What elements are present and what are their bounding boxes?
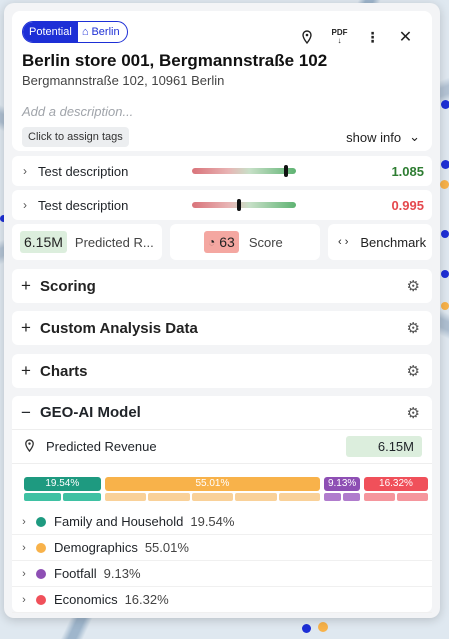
predicted-revenue-row: Predicted Revenue 6.15M bbox=[12, 430, 432, 464]
category-percent: 55.01% bbox=[144, 540, 189, 555]
category-name: Family and Household bbox=[54, 514, 184, 529]
section-scoring[interactable]: + Scoring ⚙ bbox=[12, 269, 432, 303]
category-percent: 16.32% bbox=[124, 592, 169, 607]
chevron-right-icon: › bbox=[22, 541, 26, 554]
description-input[interactable]: Add a description... bbox=[22, 104, 134, 119]
gear-icon[interactable]: ⚙ bbox=[406, 363, 420, 380]
benchmark-button[interactable]: ‹ › Benchmark bbox=[328, 224, 432, 260]
section-title: Custom Analysis Data bbox=[40, 319, 198, 337]
contribution-subsegment bbox=[63, 493, 101, 501]
location-panel: Potential ⌂ Berlin PDF ↓ ⋮ ✕ Berlin store… bbox=[4, 3, 440, 618]
score-value: 63 bbox=[219, 234, 235, 250]
metric-gradient-bar bbox=[192, 165, 296, 177]
assign-tags-button[interactable]: Click to assign tags bbox=[22, 127, 129, 147]
section-title: Charts bbox=[40, 362, 88, 380]
pdf-download-icon[interactable]: PDF ↓ bbox=[331, 28, 348, 45]
metric-row[interactable]: › Test description 1.085 bbox=[12, 156, 432, 186]
metric-row[interactable]: › Test description 0.995 bbox=[12, 190, 432, 220]
contribution-subsegment bbox=[364, 493, 395, 501]
section-custom-analysis[interactable]: + Custom Analysis Data ⚙ bbox=[12, 311, 432, 345]
gear-icon[interactable]: ⚙ bbox=[406, 278, 420, 295]
chevron-right-icon: › bbox=[23, 164, 27, 178]
predicted-value-badge: 6.15M bbox=[20, 231, 67, 253]
category-name: Economics bbox=[54, 592, 118, 607]
pin-icon bbox=[12, 438, 46, 455]
pdf-label: PDF bbox=[331, 28, 348, 37]
metric-marker bbox=[283, 165, 288, 177]
category-name: Footfall bbox=[54, 566, 97, 581]
chevron-right-icon: › bbox=[22, 515, 26, 528]
plus-icon: + bbox=[21, 361, 31, 380]
location-label: Berlin bbox=[91, 26, 120, 38]
gauge-icon: ◔ bbox=[208, 235, 216, 249]
geo-ai-card: − GEO-AI Model ⚙ Predicted Revenue 6.15M… bbox=[12, 396, 432, 613]
category-name: Demographics bbox=[54, 540, 138, 555]
section-charts[interactable]: + Charts ⚙ bbox=[12, 354, 432, 388]
chevron-right-icon: › bbox=[23, 198, 27, 212]
code-brackets-icon: ‹ › bbox=[338, 236, 349, 248]
metric-label: Test description bbox=[38, 163, 129, 179]
category-color-dot bbox=[36, 568, 46, 579]
gear-icon[interactable]: ⚙ bbox=[406, 320, 420, 337]
category-percent: 9.13% bbox=[103, 566, 141, 581]
category-row[interactable]: › Economics 16.32% bbox=[12, 587, 432, 613]
add-pin-icon[interactable] bbox=[290, 25, 323, 49]
plus-icon: + bbox=[21, 276, 31, 295]
predicted-kpi-label: Predicted R... bbox=[74, 234, 154, 250]
category-row[interactable]: › Footfall 9.13% bbox=[12, 561, 432, 587]
predicted-revenue-label: Predicted Revenue bbox=[46, 439, 157, 454]
metric-value: 0.995 bbox=[391, 197, 424, 213]
predicted-revenue-value: 6.15M bbox=[346, 436, 422, 457]
header-card: Potential ⌂ Berlin PDF ↓ ⋮ ✕ Berlin store… bbox=[12, 11, 432, 151]
more-vert-icon[interactable]: ⋮ bbox=[365, 28, 380, 45]
metric-label: Test description bbox=[38, 197, 129, 213]
contribution-segment[interactable]: 55.01% bbox=[104, 477, 321, 491]
category-row[interactable]: › Family and Household 19.54% bbox=[12, 509, 432, 535]
category-color-dot bbox=[36, 542, 46, 553]
metric-value: 1.085 bbox=[391, 163, 424, 179]
chevron-right-icon: › bbox=[22, 567, 26, 580]
status-label: Potential bbox=[23, 22, 78, 42]
score-kpi[interactable]: ◔ 63 Score bbox=[170, 224, 320, 260]
contribution-segment[interactable]: 19.54% bbox=[24, 477, 101, 491]
contribution-segment[interactable]: 9.13% bbox=[324, 477, 361, 491]
section-geo-ai[interactable]: − GEO-AI Model ⚙ bbox=[12, 396, 432, 430]
plus-icon: + bbox=[21, 318, 31, 337]
category-color-dot bbox=[36, 594, 46, 605]
gear-icon[interactable]: ⚙ bbox=[406, 404, 420, 422]
contribution-subsegment bbox=[235, 493, 277, 501]
contribution-subsegment bbox=[343, 493, 361, 501]
benchmark-label: Benchmark bbox=[360, 234, 427, 250]
contribution-subsegment bbox=[324, 493, 342, 501]
contribution-bar: 19.54% 55.01% 9.13% 16.32% bbox=[24, 477, 428, 501]
minus-icon: − bbox=[21, 402, 31, 422]
contribution-subsegment bbox=[278, 493, 321, 501]
section-title: Scoring bbox=[40, 277, 96, 295]
show-info-label: show info bbox=[346, 129, 402, 145]
predicted-revenue-kpi[interactable]: 6.15M Predicted R... bbox=[12, 224, 162, 260]
status-pill[interactable]: Potential ⌂ Berlin bbox=[22, 21, 128, 43]
score-label: Score bbox=[248, 234, 283, 250]
chevron-down-icon: ⌄ bbox=[409, 129, 420, 144]
contribution-segment[interactable]: 16.32% bbox=[364, 477, 428, 491]
contribution-subsegment bbox=[148, 493, 190, 501]
close-icon[interactable]: ✕ bbox=[398, 29, 413, 46]
show-info-toggle[interactable]: show info ⌄ bbox=[346, 129, 420, 145]
page-title: Berlin store 001, Bergmannstraße 102 bbox=[22, 51, 328, 70]
address: Bergmannstraße 102, 10961 Berlin bbox=[22, 73, 225, 88]
contribution-subsegment bbox=[191, 493, 234, 501]
category-color-dot bbox=[36, 516, 46, 527]
category-row[interactable]: › Demographics 55.01% bbox=[12, 535, 432, 561]
contribution-subsegment bbox=[24, 493, 62, 501]
home-icon: ⌂ bbox=[81, 26, 89, 38]
contribution-subsegment bbox=[397, 493, 428, 501]
chevron-right-icon: › bbox=[22, 593, 26, 606]
category-percent: 19.54% bbox=[190, 514, 235, 529]
section-title: GEO-AI Model bbox=[40, 404, 141, 421]
metric-marker bbox=[236, 199, 241, 211]
metric-gradient-bar bbox=[192, 199, 296, 211]
contribution-subsegment bbox=[104, 493, 147, 501]
